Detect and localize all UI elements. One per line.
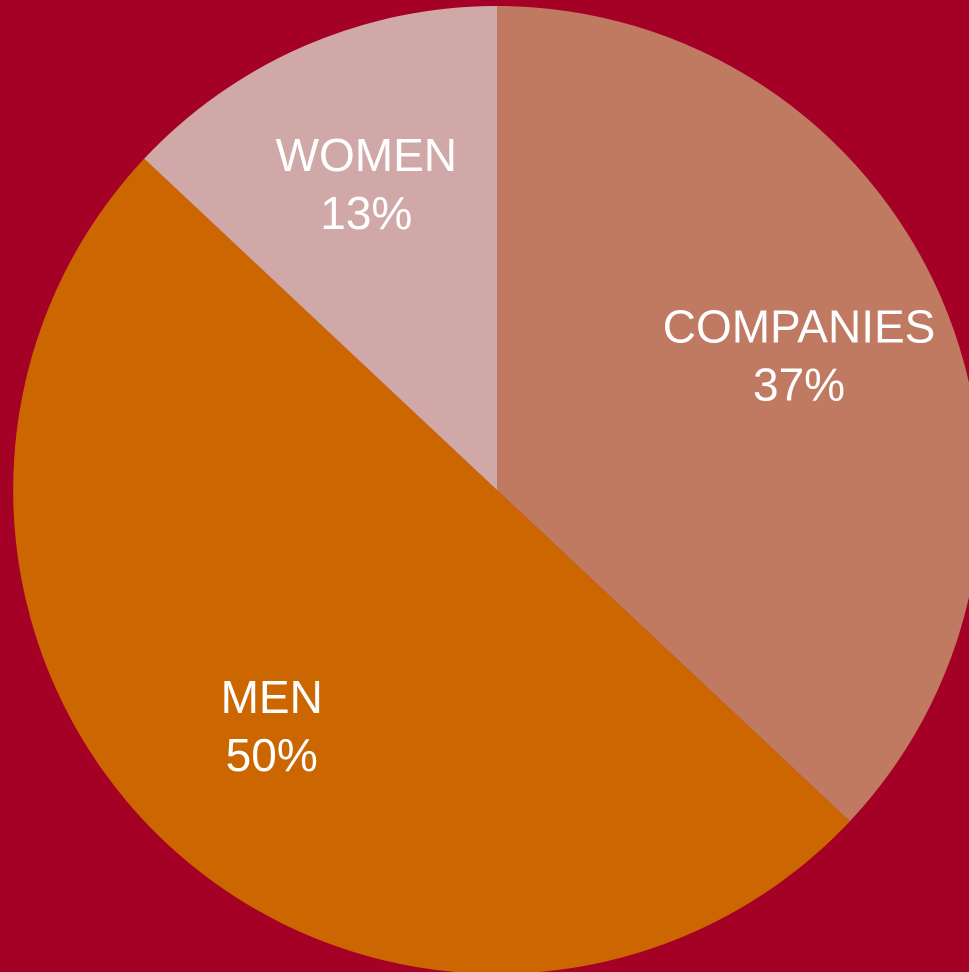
- slice-value-label: 37%: [753, 358, 845, 410]
- pie-slice: [497, 6, 969, 822]
- slice-label: WOMEN: [276, 129, 457, 181]
- slice-label: MEN: [221, 671, 323, 723]
- slice-value-label: 13%: [320, 187, 412, 239]
- slice-value-label: 50%: [226, 729, 318, 781]
- slice-label: COMPANIES: [663, 300, 936, 352]
- pie-slice: [13, 158, 850, 972]
- pie-slice: [144, 6, 497, 490]
